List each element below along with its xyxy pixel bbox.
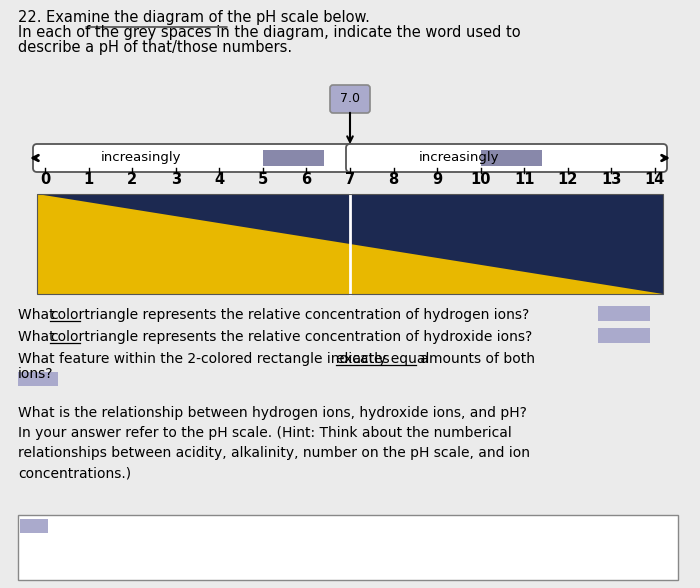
Text: 6: 6 [302,172,312,187]
Bar [37,194,663,294]
Text: 9: 9 [432,172,442,187]
FancyBboxPatch shape [346,144,667,172]
Text: 1: 1 [83,172,94,187]
Text: color: color [50,308,84,322]
Text: amounts of both: amounts of both [416,352,535,366]
Bar [598,328,650,343]
Text: color: color [50,330,84,344]
Polygon shape [37,194,663,294]
Text: 2: 2 [127,172,137,187]
Bar [20,519,48,533]
Text: 13: 13 [601,172,622,187]
Text: 7.0: 7.0 [340,92,360,105]
Bar [598,306,650,321]
Text: increasingly: increasingly [101,152,181,165]
FancyBboxPatch shape [33,144,354,172]
Text: What feature within the 2-colored rectangle indicates: What feature within the 2-colored rectan… [18,352,394,366]
FancyBboxPatch shape [18,515,678,580]
FancyBboxPatch shape [330,85,370,113]
Text: increasingly: increasingly [419,152,499,165]
Text: triangle represents the relative concentration of hydroxide ions?: triangle represents the relative concent… [80,330,532,344]
Text: In each of the grey spaces in the diagram, indicate the word used to: In each of the grey spaces in the diagra… [18,25,521,40]
Bar [18,372,58,386]
Text: 0: 0 [40,172,50,187]
Text: What: What [18,308,59,322]
Text: 22. Examine the diagram of the pH scale below.: 22. Examine the diagram of the pH scale … [18,10,370,25]
Text: What: What [18,330,59,344]
Text: 5: 5 [258,172,268,187]
Text: triangle represents the relative concentration of hydrogen ions?: triangle represents the relative concent… [80,308,529,322]
Text: 10: 10 [470,172,491,187]
Text: exactly equal: exactly equal [336,352,429,366]
Text: 8: 8 [389,172,399,187]
Bar [263,150,324,166]
Bar [37,194,663,294]
Text: 4: 4 [214,172,224,187]
Bar [481,150,542,166]
Text: 7: 7 [345,172,355,187]
Text: 12: 12 [558,172,578,187]
Text: describe a pH of that/those numbers.: describe a pH of that/those numbers. [18,40,292,55]
Text: 3: 3 [171,172,181,187]
Text: ions?: ions? [18,367,53,381]
Text: What is the relationship between hydrogen ions, hydroxide ions, and pH?
In your : What is the relationship between hydroge… [18,406,530,480]
Text: 11: 11 [514,172,535,187]
Text: 14: 14 [645,172,665,187]
